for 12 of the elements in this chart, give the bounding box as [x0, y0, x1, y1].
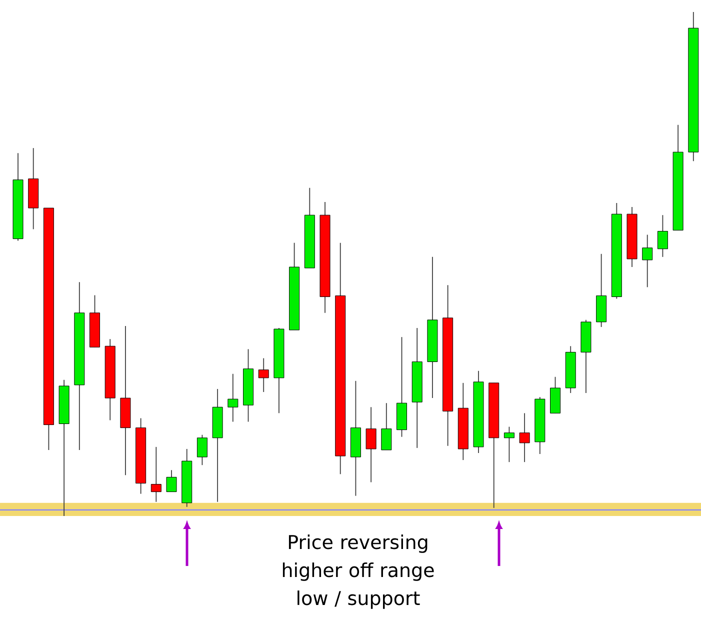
candlestick: [519, 412, 530, 463]
candlestick: [196, 434, 208, 466]
candlestick: [228, 373, 238, 422]
candlestick: [642, 234, 653, 288]
candlestick: [381, 402, 392, 450]
candlestick: [504, 426, 514, 463]
candlestick: [258, 358, 269, 392]
candlestick: [657, 214, 668, 258]
candlestick: [150, 446, 162, 502]
candlestick: [366, 406, 376, 483]
text: Price reversing higher off range low / support: [282, 534, 434, 609]
candlestick: [166, 470, 177, 492]
